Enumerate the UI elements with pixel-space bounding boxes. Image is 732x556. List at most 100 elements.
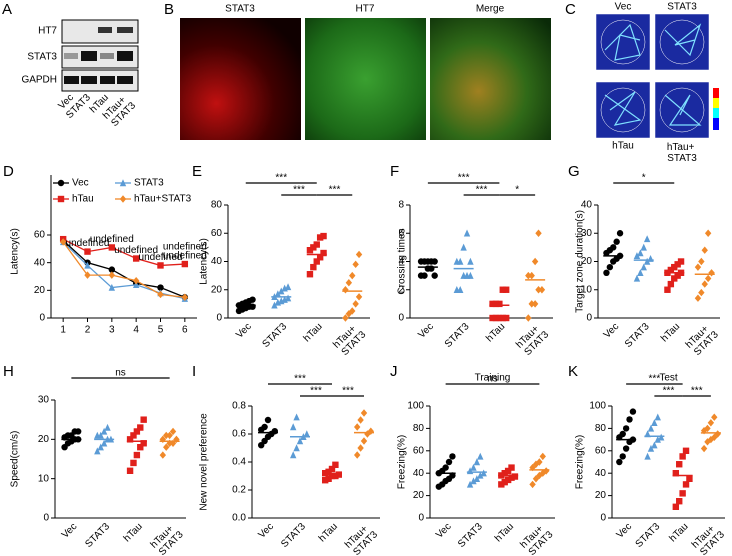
significance: *	[515, 185, 519, 196]
y-tick-label: 40	[595, 468, 607, 479]
marker	[525, 271, 532, 280]
x-tick-label: hTau+ STAT3	[684, 321, 721, 358]
marker	[316, 254, 324, 261]
y-tick-label: 30	[581, 228, 593, 239]
y-axis-label: Crossing times	[397, 228, 408, 294]
micrograph	[180, 18, 301, 140]
panel-letter: I	[192, 363, 196, 380]
marker	[633, 252, 641, 260]
marker	[492, 314, 500, 322]
marker	[667, 266, 675, 274]
marker	[130, 432, 137, 439]
marker	[100, 439, 108, 447]
annotation: undefined	[163, 251, 207, 262]
marker	[328, 465, 336, 473]
marker	[306, 247, 314, 254]
blot-label: HT7	[38, 26, 57, 37]
x-tick-label: STAT3	[456, 521, 485, 550]
significance: ***	[293, 185, 305, 196]
marker	[542, 467, 550, 475]
x-tick-label: hTau+ STAT3	[331, 321, 368, 358]
significance: ***	[476, 185, 488, 196]
legend-label: Vec	[72, 178, 89, 189]
marker	[647, 254, 654, 262]
marker	[342, 286, 349, 294]
x-tick-label: STAT3	[83, 521, 112, 550]
marker	[629, 408, 637, 415]
series-line	[62, 241, 185, 298]
marker	[132, 276, 140, 285]
x-tick-label: hTau+ STAT3	[514, 321, 551, 358]
marker	[708, 269, 715, 277]
significance: ***	[329, 185, 341, 196]
marker	[686, 475, 693, 482]
panel-letter: G	[568, 163, 580, 180]
marker	[445, 458, 453, 466]
y-tick-label: 0.0	[232, 513, 246, 524]
marker	[640, 263, 647, 271]
y-tick-label: 20	[34, 285, 46, 296]
y-tick-label: 0.8	[232, 401, 246, 412]
marker	[682, 447, 690, 454]
marker	[94, 447, 101, 455]
marker	[489, 314, 496, 322]
x-tick-label: 3	[109, 325, 115, 336]
marker	[264, 416, 272, 424]
x-tick-label: hTau	[484, 321, 507, 344]
marker	[633, 274, 641, 282]
marker	[667, 280, 675, 288]
y-axis-label: Freezing(%)	[575, 435, 586, 489]
marker	[532, 475, 540, 483]
y-tick-label: 100	[407, 401, 424, 412]
marker	[325, 475, 332, 482]
marker	[310, 263, 317, 271]
marker	[354, 451, 361, 459]
marker	[619, 453, 626, 460]
panel-letter: A	[2, 1, 12, 18]
panel-letter: K	[568, 363, 578, 380]
marker	[508, 474, 515, 481]
marker	[342, 314, 349, 322]
marker	[320, 232, 327, 240]
marker	[622, 425, 630, 432]
marker	[616, 458, 623, 466]
annotation: undefined	[114, 245, 158, 256]
marker	[442, 464, 449, 471]
legend-label: hTau	[72, 194, 94, 205]
marker	[352, 260, 359, 269]
marker	[322, 470, 329, 477]
significance: *	[642, 173, 646, 184]
marker	[97, 431, 104, 439]
marker	[473, 475, 481, 482]
x-tick-label: Vec	[60, 521, 80, 541]
marker	[539, 452, 546, 461]
marker	[470, 477, 477, 485]
y-tick-label: 80	[413, 423, 425, 434]
marker	[492, 300, 500, 308]
marker	[616, 230, 624, 237]
x-tick-label: Vec	[602, 321, 622, 341]
significance: ***	[294, 374, 306, 385]
marker	[467, 257, 474, 265]
marker	[651, 441, 658, 449]
marker	[698, 288, 705, 297]
marker	[284, 294, 292, 302]
marker	[679, 453, 686, 460]
y-tick-label: 40	[211, 256, 223, 267]
y-tick-label: 6	[398, 228, 404, 239]
marker	[499, 314, 506, 322]
marker	[354, 423, 361, 431]
marker	[610, 244, 617, 251]
significance: ns	[487, 374, 498, 385]
marker	[538, 286, 546, 294]
marker	[428, 258, 435, 265]
marker	[694, 294, 702, 302]
x-tick-label: 2	[85, 325, 91, 336]
marker	[100, 427, 108, 435]
marker	[249, 303, 256, 310]
marker	[674, 261, 681, 268]
group-label: hTau	[612, 141, 634, 152]
blot	[61, 19, 139, 92]
x-tick-label: hTau	[122, 521, 145, 544]
x-tick-label: hTau	[659, 321, 682, 344]
